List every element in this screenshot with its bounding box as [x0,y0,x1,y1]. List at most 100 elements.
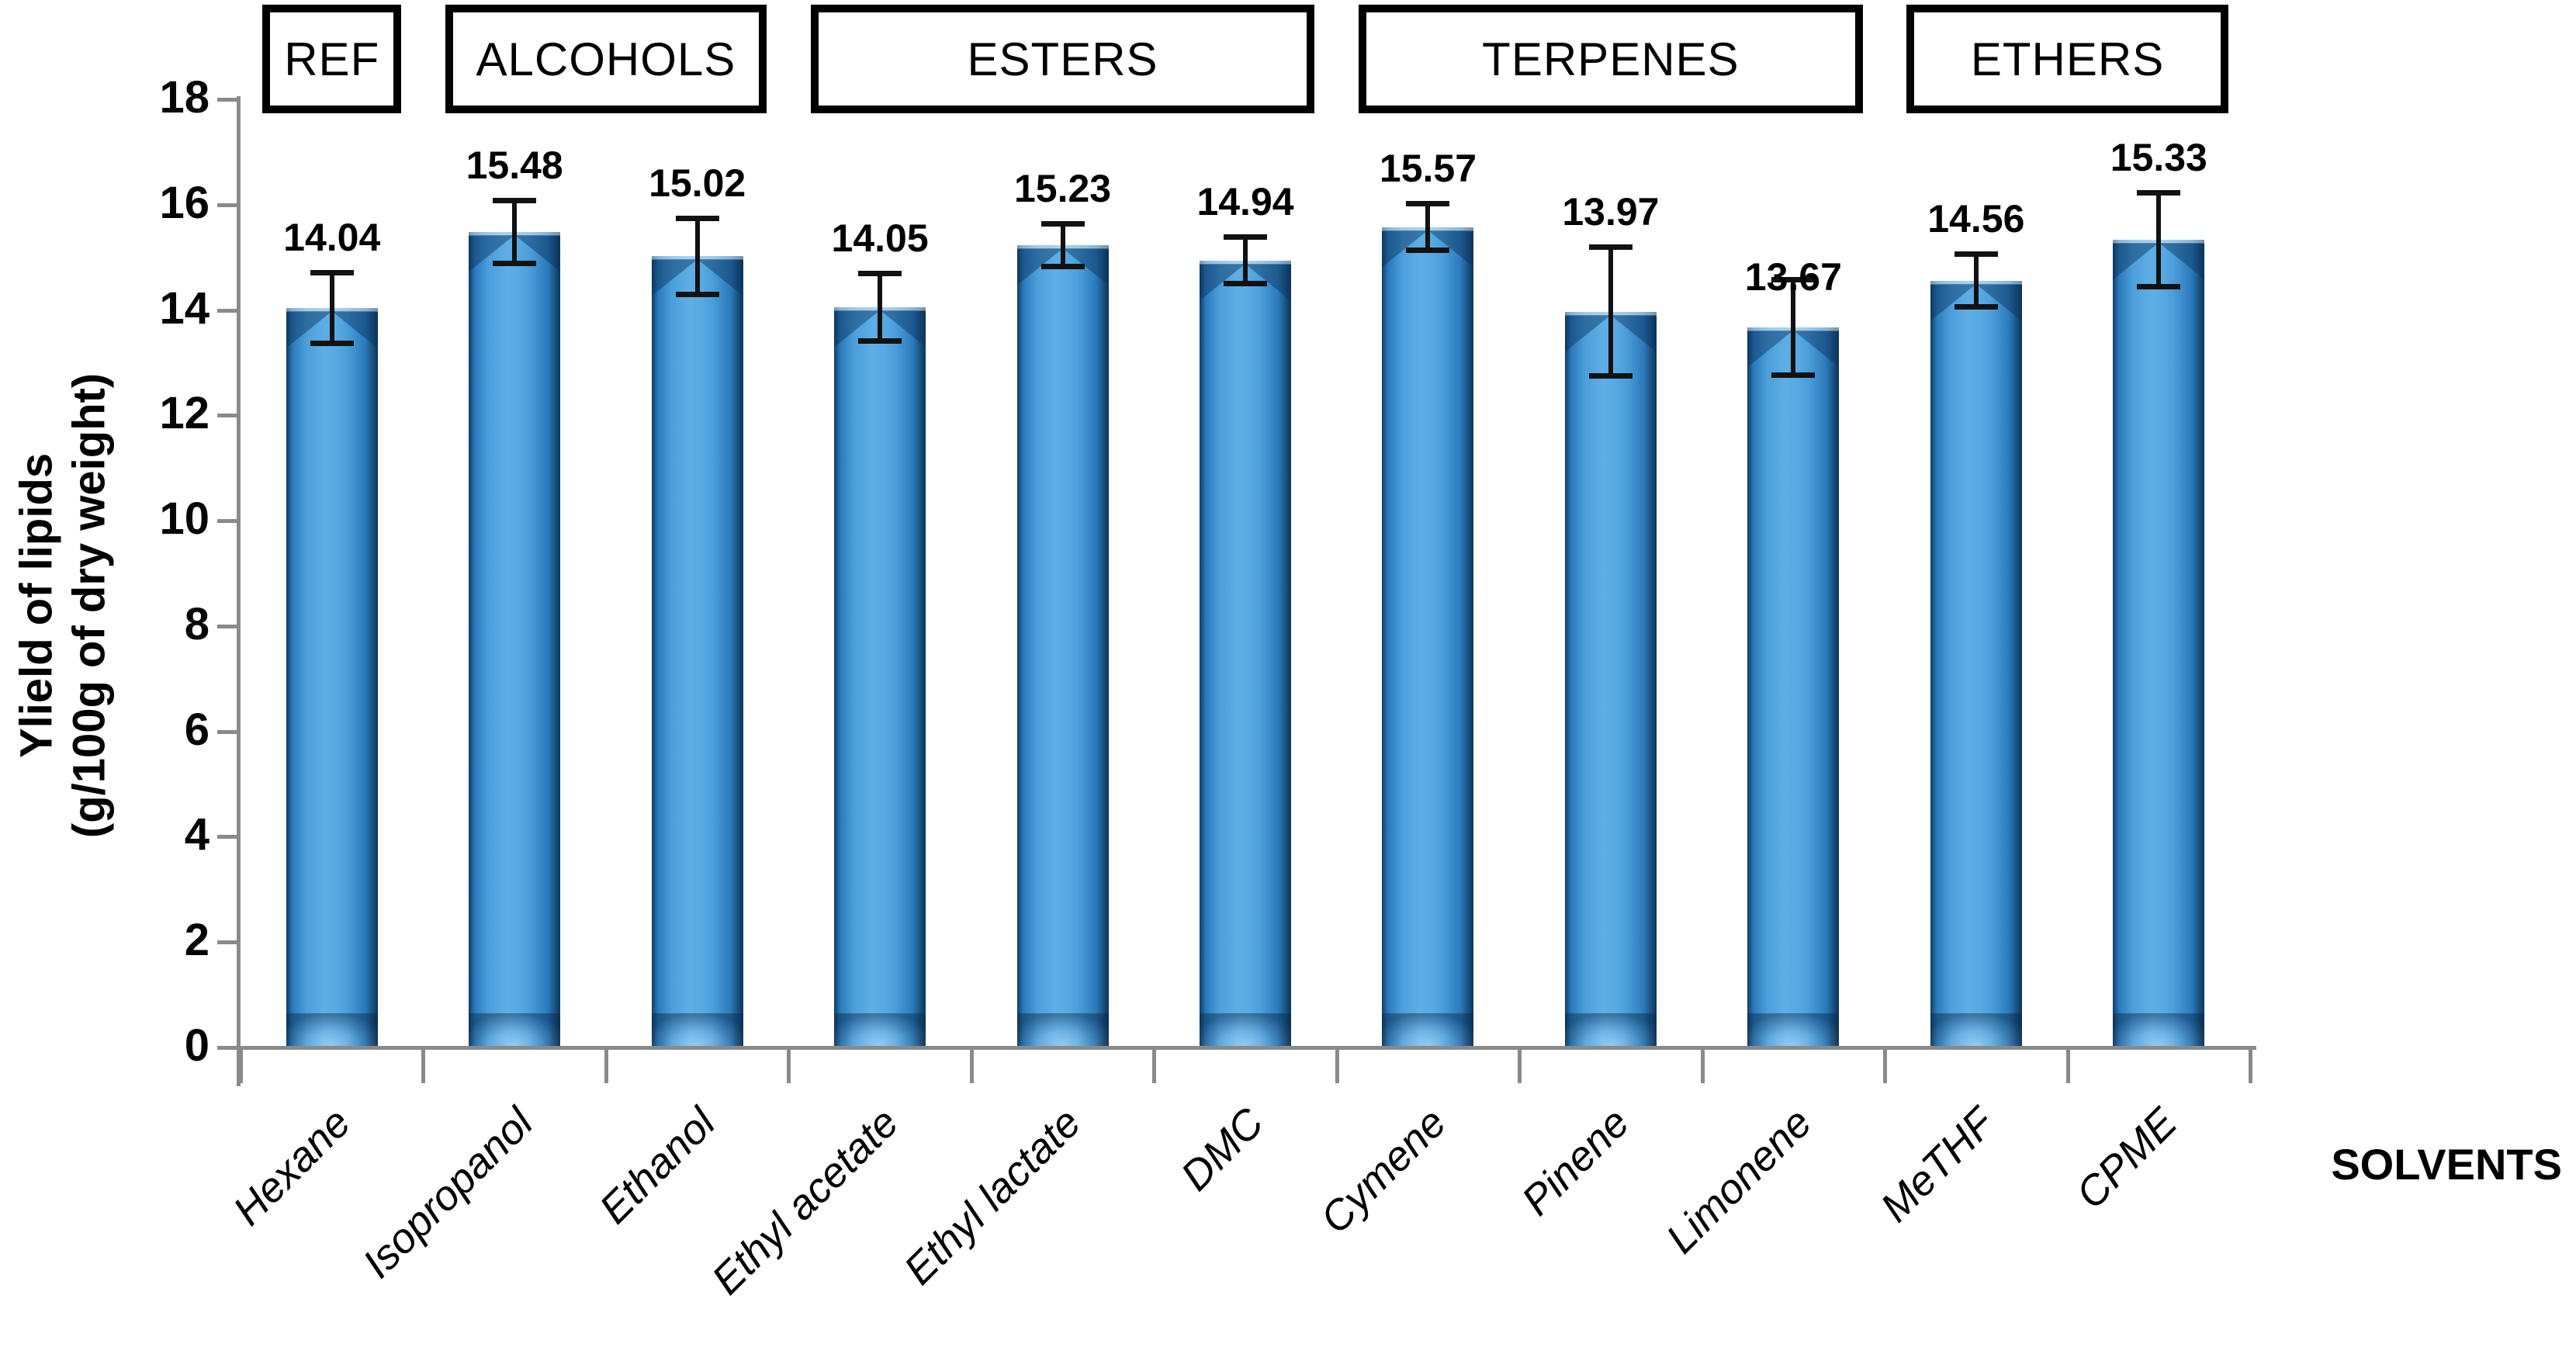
group-box-label-alcohols: ALCOHOLS [476,33,736,85]
error-bar-cap-bottom-ethanol [675,291,719,297]
x-tick-label-text-cymene: Cymene [1311,1099,1456,1243]
y-axis-tick [217,519,241,524]
x-axis-tick [1152,1047,1157,1083]
error-bar-cap-top-ethyl-lactate [1040,221,1085,227]
error-bar-cap-top-cymene [1406,201,1450,207]
error-bar-line-ethanol [694,219,700,293]
error-bar-line-cpme [2156,194,2162,286]
x-tick-label-text-ethanol: Ethanol [590,1099,725,1233]
error-bar-line-ethyl-acetate [878,275,883,341]
bar-hexane [286,307,378,1047]
value-label-pinene: 13.97 [1562,190,1660,234]
y-axis-tick [217,414,241,418]
error-bar-cap-top-ethanol [675,215,719,221]
error-bar-cap-bottom-methf [1954,304,1998,310]
error-bar-cap-bottom-isopropanol [493,260,537,266]
error-bar-cap-top-limonene [1771,277,1816,283]
bar-ethyl-lactate [1016,245,1109,1046]
x-tick-label-text-isopropanol: Isopropanol [354,1099,542,1287]
group-box-terpenes: TERPENES [1358,5,1863,113]
error-bar-cap-bottom-cymene [1406,248,1450,254]
bar-methf [1930,280,2022,1047]
error-bar-line-cymene [1425,205,1431,250]
group-box-label-terpenes: TERPENES [1482,33,1740,85]
error-bar-line-limonene [1791,281,1796,374]
value-label-methf: 14.56 [1927,196,2025,241]
x-tick-label-text-cpme: CPME [2067,1099,2186,1218]
x-tick-label-text-pinene: Pinene [1512,1099,1639,1225]
x-axis-tick [2065,1047,2070,1083]
y-axis-tick [217,940,241,945]
x-axis-tick [1700,1047,1705,1083]
error-bar-cap-top-methf [1954,251,1998,257]
value-label-dmc: 14.94 [1196,180,1294,224]
group-box-ref: REF [262,5,402,113]
error-bar-cap-bottom-hexane [310,340,354,346]
y-axis-tick [217,98,241,102]
group-box-ethers: ETHERS [1906,5,2228,113]
y-tick-label: 6 [184,704,209,755]
x-axis-tick [1883,1047,1888,1083]
value-label-limonene: 13.67 [1744,255,1842,299]
y-tick-label: 18 [159,71,209,123]
value-label-cpme: 15.33 [2110,136,2207,180]
bar-limonene [1747,327,1840,1047]
error-bar-cap-top-pinene [1588,244,1633,251]
error-bar-cap-top-isopropanol [493,198,537,204]
value-label-ethyl-acetate: 14.05 [831,216,929,261]
bar-ethyl-acetate [834,307,926,1046]
x-axis-tick [969,1047,974,1083]
y-axis-tick [217,203,241,207]
error-bar-cap-top-dmc [1224,234,1267,241]
value-label-isopropanol: 15.48 [466,144,563,188]
error-bar-line-methf [1973,254,1979,306]
group-box-esters: ESTERS [810,5,1315,113]
y-tick-label: 0 [184,1020,209,1071]
group-box-label-ethers: ETHERS [1970,33,2165,85]
bar-dmc [1200,260,1291,1047]
y-tick-label: 4 [184,809,209,860]
error-bar-line-dmc [1243,238,1248,283]
x-axis-tick [1518,1047,1522,1083]
error-bar-line-isopropanol [512,202,518,262]
group-box-alcohols: ALCOHOLS [445,5,767,113]
value-label-ethanol: 15.02 [649,161,746,205]
error-bar-cap-top-ethyl-acetate [858,271,902,277]
bar-cpme [2113,240,2205,1046]
y-axis-tick [217,1046,241,1050]
y-tick-label: 8 [184,598,209,649]
y-tick-label: 2 [184,915,209,966]
y-tick-label: 16 [159,177,209,228]
error-bar-cap-bottom-dmc [1224,281,1267,287]
x-tick-label-text-dmc: DMC [1172,1099,1273,1200]
x-tick-label-text-methf: MeTHF [1871,1099,2003,1231]
y-axis-title-line1: Ylield of lipids [11,452,62,759]
x-axis-tick [421,1047,426,1083]
x-axis-line [217,1046,2256,1050]
error-bar-cap-bottom-cpme [2137,284,2181,290]
error-bar-cap-top-hexane [310,269,354,275]
x-axis-tick [2249,1047,2252,1083]
value-label-ethyl-lactate: 15.23 [1013,167,1112,211]
error-bar-cap-bottom-limonene [1771,372,1816,378]
error-bar-line-hexane [329,273,334,342]
y-tick-label: 14 [159,282,209,334]
error-bar-line-pinene [1608,248,1613,376]
y-axis-tick [217,624,241,628]
bar-cymene [1382,227,1474,1047]
bar-pinene [1564,311,1657,1047]
x-axis-tick [239,1047,243,1083]
x-axis-title: SOLVENTS [2331,1140,2562,1189]
error-bar-cap-bottom-pinene [1588,373,1633,379]
error-bar-cap-top-cpme [2137,190,2181,196]
bar-isopropanol [469,232,561,1046]
value-label-hexane: 14.04 [283,215,381,259]
y-axis-tick [217,308,241,313]
group-box-label-esters: ESTERS [967,33,1158,85]
bar-ethanol [651,256,743,1046]
x-tick-label-text-hexane: Hexane [223,1099,359,1234]
x-axis-tick [1335,1047,1339,1083]
y-axis-tick [217,835,241,840]
x-tick-label-text-ethyl-acetate: Ethyl acetate [703,1099,908,1303]
